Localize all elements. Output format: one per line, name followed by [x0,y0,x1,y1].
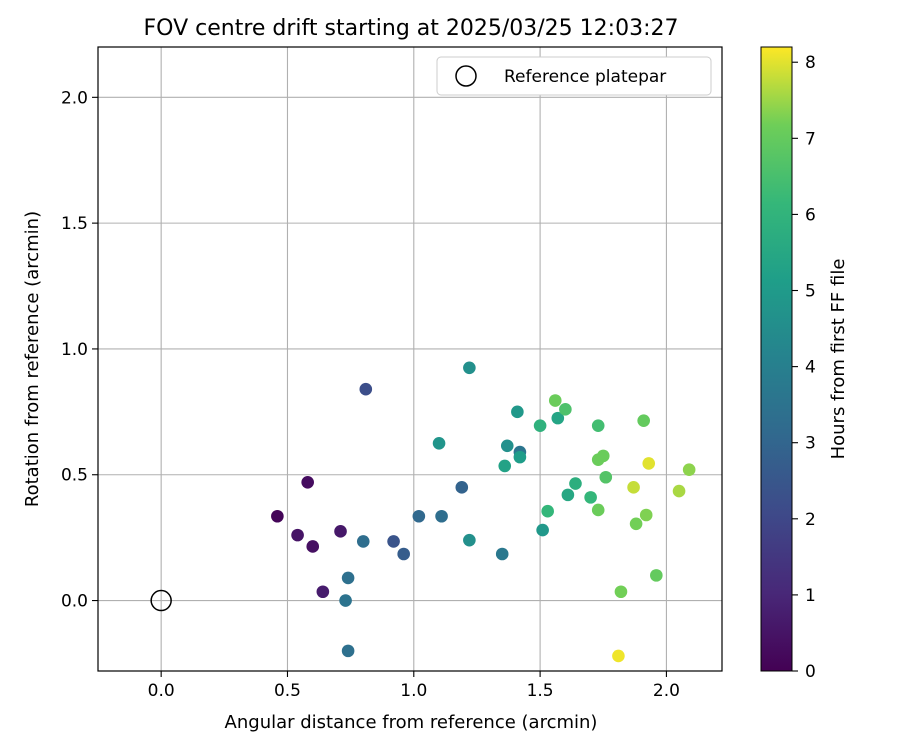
reference-marker [150,589,172,612]
colorbar-tick-label: 7 [805,129,816,149]
data-point [629,517,643,531]
data-point [599,470,613,484]
legend-label: Reference platepar [504,67,666,87]
colorbar-tick-label: 3 [805,434,816,454]
colorbar-tick-label: 4 [805,358,816,378]
y-axis-ticks: 0.0 0.5 1.0 1.5 2.0 [61,88,98,612]
data-point [432,436,446,450]
data-point [463,361,476,375]
x-axis-ticks: 0.0 0.5 1.0 1.5 2.0 [148,671,680,701]
data-points [150,361,696,663]
y-tick-label: 0.5 [61,466,88,486]
data-point [637,414,650,427]
legend-marker [455,65,477,87]
data-point [513,450,527,464]
data-point [271,509,284,523]
colorbar-tick-label: 2 [805,510,816,530]
colorbar-tick-label: 5 [805,282,816,302]
data-point [642,457,656,470]
data-point [533,419,547,432]
data-point [591,503,605,517]
legend-box [436,56,712,96]
data-point [559,403,572,416]
data-point [584,491,597,504]
y-tick-label: 1.0 [61,340,88,360]
colorbar-tick-label: 1 [805,586,816,606]
colorbar-label: Hours from first FF file [828,259,849,460]
data-point [612,649,625,663]
data-point [551,411,565,425]
y-tick-label: 1.5 [61,214,88,234]
data-point [435,509,448,523]
colorbar-tick-label: 0 [805,662,816,682]
x-tick-label: 0.5 [274,681,301,701]
legend: Reference platepar [436,56,712,96]
chart-title: FOV centre drift starting at 2025/03/25 … [144,16,679,41]
data-point [339,594,352,607]
data-point [569,477,582,490]
data-point [511,405,524,419]
data-point [301,475,314,489]
y-tick-label: 0.0 [61,592,88,612]
data-point [341,571,355,585]
data-point [561,488,575,502]
data-point [650,569,663,582]
plot-frame [97,46,723,672]
colorbar-tick-label: 8 [805,53,816,73]
data-point [627,481,640,494]
y-tick-label: 2.0 [61,88,88,108]
data-point [591,419,605,432]
data-point [548,394,562,407]
data-point [306,540,320,553]
data-point [536,523,549,537]
data-point [334,525,347,538]
data-point [356,535,370,548]
x-tick-label: 1.5 [527,681,554,701]
grid [98,47,722,671]
x-tick-label: 1.0 [400,681,427,701]
x-tick-label: 2.0 [653,681,680,701]
data-point [614,585,628,599]
colorbar-tick-label: 6 [805,205,816,225]
data-point [639,508,653,522]
data-point [412,509,426,523]
data-point [359,382,373,396]
colorbar-ticks: 0 1 2 3 4 5 6 7 8 [792,53,816,682]
data-point [291,528,304,542]
data-point [541,504,554,518]
data-point [387,535,400,548]
data-point [397,547,410,561]
colorbar [760,46,793,672]
data-point [672,484,686,498]
data-point [316,585,330,599]
data-point [455,481,469,494]
data-point [341,644,355,658]
x-axis-label: Angular distance from reference (arcmin) [225,712,598,733]
x-tick-label: 0.0 [148,681,175,701]
data-point [495,547,509,561]
y-axis-label: Rotation from reference (arcmin) [22,211,43,507]
data-point [596,449,610,463]
data-point [682,463,696,477]
data-point [463,533,476,547]
data-point [498,459,512,473]
data-point [500,439,514,453]
